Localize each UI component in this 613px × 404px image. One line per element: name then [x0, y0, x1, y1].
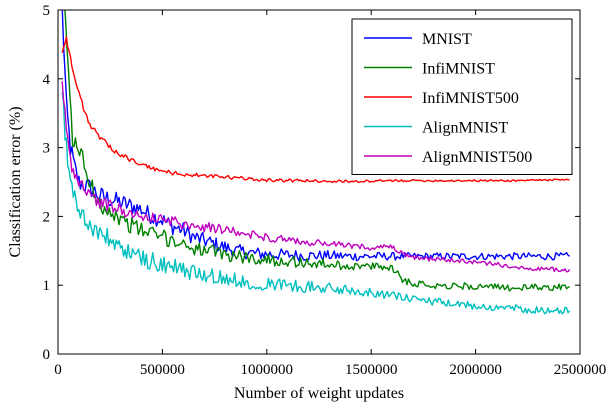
series-line-alignmnist500 [61, 81, 571, 273]
legend: MNIST InfiMNIST InfiMNIST500 AlignMNIST Alig… [351, 18, 573, 175]
x-tick-label: 2000000 [449, 362, 502, 378]
legend-label: AlignMNIST500 [422, 149, 532, 166]
legend-label: AlignMNIST [422, 120, 508, 137]
series-line-infimnist500 [61, 36, 570, 184]
series-line-mnist [61, 10, 571, 262]
y-tick-label: 5 [43, 3, 51, 19]
series-line-alignmnist [61, 91, 571, 315]
x-tick-label: 500000 [140, 362, 185, 378]
x-axis-label: Number of weight updates [234, 385, 404, 402]
legend-box [351, 18, 573, 175]
legend-label: MNIST [422, 31, 472, 48]
x-tick-label: 1000000 [241, 362, 294, 378]
y-axis-label: Classification error (%) [7, 106, 24, 257]
y-tick-label: 3 [43, 141, 51, 157]
y-tick-label: 0 [43, 347, 51, 363]
legend-label: InfiMNIST [422, 61, 495, 78]
x-tick-label: 1500000 [345, 362, 398, 378]
plot-frame [57, 9, 581, 355]
y-tick-label: 1 [43, 278, 51, 294]
legend-label: InfiMNIST500 [422, 90, 519, 107]
series-layer [61, 10, 571, 315]
series-line-infimnist [64, 10, 570, 292]
x-tick-label: 0 [54, 362, 62, 378]
y-tick-label: 2 [43, 209, 51, 225]
y-tick-label: 4 [43, 72, 51, 88]
x-tick-label: 2500000 [554, 362, 607, 378]
ticks-layer: 0 500000 1000000 1500000 2000000 2500000 0 1 2 3 4… [43, 3, 607, 378]
